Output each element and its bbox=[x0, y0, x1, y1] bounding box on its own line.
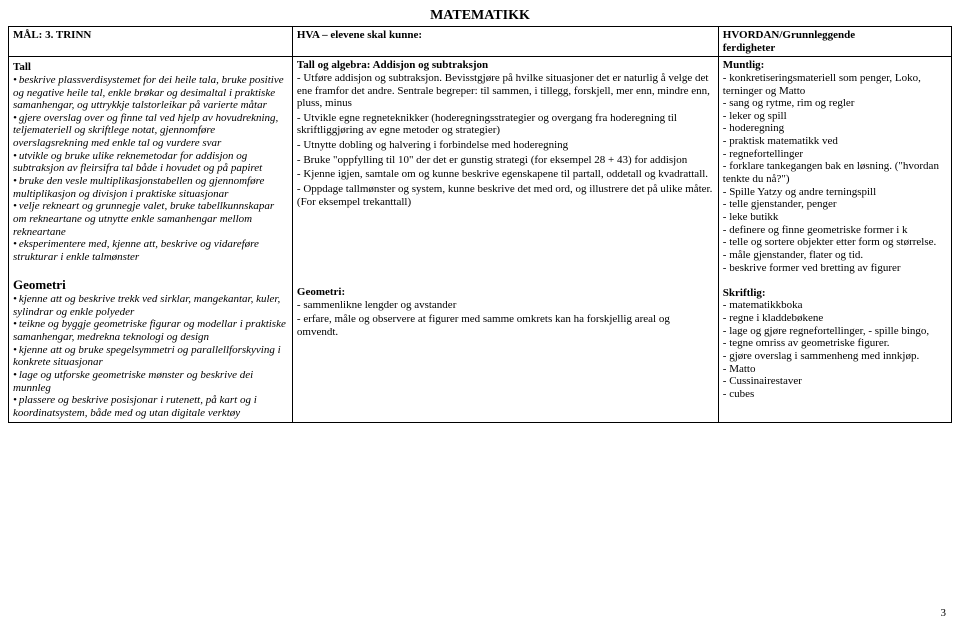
skriftlig-heading: Skriftlig: bbox=[723, 287, 766, 299]
header-hvordan-l1: HVORDAN/Grunnleggende bbox=[723, 29, 855, 41]
cell-hva: Tall og algebra: Addisjon og subtraksjon… bbox=[292, 57, 718, 422]
list-item: definere og finne geometriske former i k bbox=[723, 224, 947, 237]
list-item: forklare tankegangen bak en løsning. ("h… bbox=[723, 160, 947, 185]
para: - Oppdage tallmønster og system, kunne b… bbox=[297, 183, 714, 208]
list-item: lage og gjøre regnefortellinger, - spill… bbox=[723, 325, 947, 338]
list-item: leke butikk bbox=[723, 211, 947, 224]
list-item: lage og utforske geometriske mønster og … bbox=[13, 369, 288, 394]
list-item: kjenne att og bruke spegelsymmetri og pa… bbox=[13, 344, 288, 369]
para: - Utnytte dobling og halvering i forbind… bbox=[297, 139, 714, 152]
list-item: Spille Yatzy og andre terningspill bbox=[723, 186, 947, 199]
para: - Utføre addisjon og subtraksjon. Beviss… bbox=[297, 72, 714, 110]
list-item: matematikkboka bbox=[723, 299, 947, 312]
list-item: plassere og beskrive posisjonar i rutene… bbox=[13, 394, 288, 419]
header-row: MÅL: 3. TRINN HVA – elevene skal kunne: … bbox=[9, 27, 952, 57]
header-mal: MÅL: 3. TRINN bbox=[9, 27, 293, 57]
geometri-heading: Geometri bbox=[13, 278, 288, 293]
tall-algebra-heading: Tall og algebra: Addisjon og subtraksjon bbox=[297, 59, 488, 71]
document-title: MATEMATIKK bbox=[8, 8, 952, 24]
list-item: hoderegning bbox=[723, 122, 947, 135]
list-item: tegne omriss av geometriske figurer. bbox=[723, 337, 947, 350]
muntlig-heading: Muntlig: bbox=[723, 59, 765, 71]
list-item: beskrive plassverdisystemet for dei heil… bbox=[13, 74, 288, 112]
list-item: regnefortellinger bbox=[723, 148, 947, 161]
tall-heading: Tall bbox=[13, 61, 288, 74]
list-item: beskrive former ved bretting av figurer bbox=[723, 262, 947, 275]
header-hva: HVA – elevene skal kunne: bbox=[292, 27, 718, 57]
list-item: konkretiseringsmateriell som penger, Lok… bbox=[723, 72, 947, 97]
list-item: regne i kladdebøkene bbox=[723, 312, 947, 325]
list-item: eksperimentere med, kjenne att, beskrive… bbox=[13, 238, 288, 263]
list-item: sang og rytme, rim og regler bbox=[723, 97, 947, 110]
list-item: måle gjenstander, flater og tid. bbox=[723, 249, 947, 262]
cell-mal: Tall beskrive plassverdisystemet for dei… bbox=[9, 57, 293, 422]
list-item: velje rekneart og grunnegje valet, bruke… bbox=[13, 200, 288, 238]
muntlig-list: konkretiseringsmateriell som penger, Lok… bbox=[723, 72, 947, 274]
geometri-hva-heading: Geometri: bbox=[297, 286, 345, 298]
content-row: Tall beskrive plassverdisystemet for dei… bbox=[9, 57, 952, 422]
curriculum-table: MÅL: 3. TRINN HVA – elevene skal kunne: … bbox=[8, 26, 952, 423]
tall-goals-list: beskrive plassverdisystemet for dei heil… bbox=[13, 74, 288, 264]
list-item: kjenne att og beskrive trekk ved sirklar… bbox=[13, 293, 288, 318]
list-item: telle og sortere objekter etter form og … bbox=[723, 236, 947, 249]
para: - sammenlikne lengder og avstander bbox=[297, 299, 714, 312]
para: - Utvikle egne regneteknikker (hoderegni… bbox=[297, 112, 714, 137]
list-item: leker og spill bbox=[723, 110, 947, 123]
list-item: gjøre overslag i sammenheng med innkjøp. bbox=[723, 350, 947, 363]
list-item: utvikle og bruke ulike reknemetodar for … bbox=[13, 150, 288, 175]
list-item: bruke den vesle multiplikasjonstabellen … bbox=[13, 175, 288, 200]
list-item: gjere overslag over og finne tal ved hje… bbox=[13, 112, 288, 150]
list-item: cubes bbox=[723, 388, 947, 401]
list-item: Cussinairestaver bbox=[723, 375, 947, 388]
cell-hvordan: Muntlig: konkretiseringsmateriell som pe… bbox=[718, 57, 951, 422]
para: - Bruke "oppfylling til 10" der det er g… bbox=[297, 154, 714, 167]
para: - Kjenne igjen, samtale om og kunne besk… bbox=[297, 168, 714, 181]
list-item: Matto bbox=[723, 363, 947, 376]
list-item: teikne og byggje geometriske figurar og … bbox=[13, 318, 288, 343]
geometri-goals-list: kjenne att og beskrive trekk ved sirklar… bbox=[13, 293, 288, 419]
page-number: 3 bbox=[941, 607, 947, 619]
list-item: telle gjenstander, penger bbox=[723, 198, 947, 211]
skriftlig-list: matematikkboka regne i kladdebøkene lage… bbox=[723, 299, 947, 400]
list-item: praktisk matematikk ved bbox=[723, 135, 947, 148]
header-hvordan: HVORDAN/Grunnleggende ferdigheter bbox=[718, 27, 951, 57]
para: - erfare, måle og observere at figurer m… bbox=[297, 313, 714, 338]
header-hvordan-l2: ferdigheter bbox=[723, 42, 776, 54]
